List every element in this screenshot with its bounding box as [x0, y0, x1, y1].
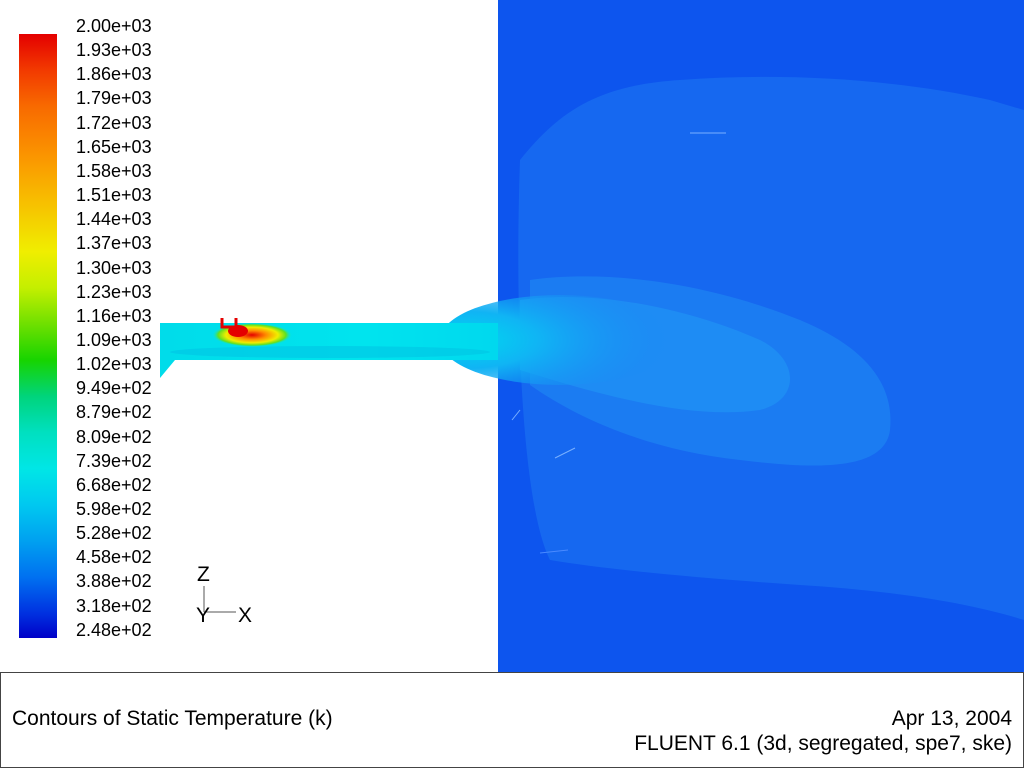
colorbar-label: 1.23e+03: [76, 281, 152, 302]
solver-info: FLUENT 6.1 (3d, segregated, spe7, ske): [634, 732, 1012, 755]
colorbar-label: 1.02e+03: [76, 354, 152, 375]
colorbar-label: 7.39e+02: [76, 450, 152, 471]
y-axis-label: Y: [196, 604, 211, 627]
mesh-artifact: [554, 447, 576, 459]
colorbar-label: 1.93e+03: [76, 40, 152, 61]
plot-date: Apr 13, 2004: [891, 707, 1012, 730]
z-axis-label: Z: [197, 563, 210, 586]
colorbar-label: 5.98e+02: [76, 499, 152, 519]
colorbar-label: 1.30e+03: [76, 257, 152, 278]
colorbar-label: 8.79e+02: [76, 402, 152, 423]
colorbar-label: 2.48e+02: [76, 619, 152, 640]
colorbar-label: 8.09e+02: [76, 426, 152, 447]
colorbar-label: 3.18e+02: [76, 595, 152, 616]
colorbar-label: 6.68e+02: [76, 474, 152, 495]
colorbar-label: 1.72e+03: [76, 112, 152, 133]
colorbar-label: 1.51e+03: [76, 185, 152, 206]
colorbar-label: 1.37e+03: [76, 233, 152, 254]
colorbar: [19, 34, 57, 638]
contour-viewport[interactable]: 2.00e+03 1.93e+03 1.86e+03 1.79e+03 1.72e+03…: [0, 0, 1024, 672]
colorbar-label: 1.16e+03: [76, 305, 152, 326]
colorbar-label: 1.44e+03: [76, 209, 152, 230]
hotspot-tick: [220, 318, 238, 329]
colorbar-label: 5.28e+02: [76, 523, 152, 544]
colorbar-label: 1.58e+03: [76, 160, 152, 181]
colorbar-label: 4.58e+02: [76, 547, 152, 568]
colorbar-label: 1.09e+03: [76, 329, 152, 350]
colorbar-label: 3.88e+02: [76, 571, 152, 592]
colorbar-label: 9.49e+02: [76, 378, 152, 399]
colorbar-label: 2.00e+03: [76, 16, 152, 36]
colorbar-label: 1.79e+03: [76, 88, 152, 109]
jet-core: [440, 295, 680, 385]
x-axis-label: X: [238, 604, 253, 627]
colorbar-label: 1.65e+03: [76, 136, 152, 157]
duct-band: [170, 346, 490, 358]
plot-footer: Contours of Static Temperature (k) Apr 1…: [0, 672, 1024, 768]
mesh-artifact: [511, 409, 521, 421]
colorbar-label: 1.86e+03: [76, 64, 152, 85]
contour-plot: [160, 0, 1024, 672]
mesh-artifact: [539, 549, 569, 554]
plot-title: Contours of Static Temperature (k): [12, 707, 333, 730]
